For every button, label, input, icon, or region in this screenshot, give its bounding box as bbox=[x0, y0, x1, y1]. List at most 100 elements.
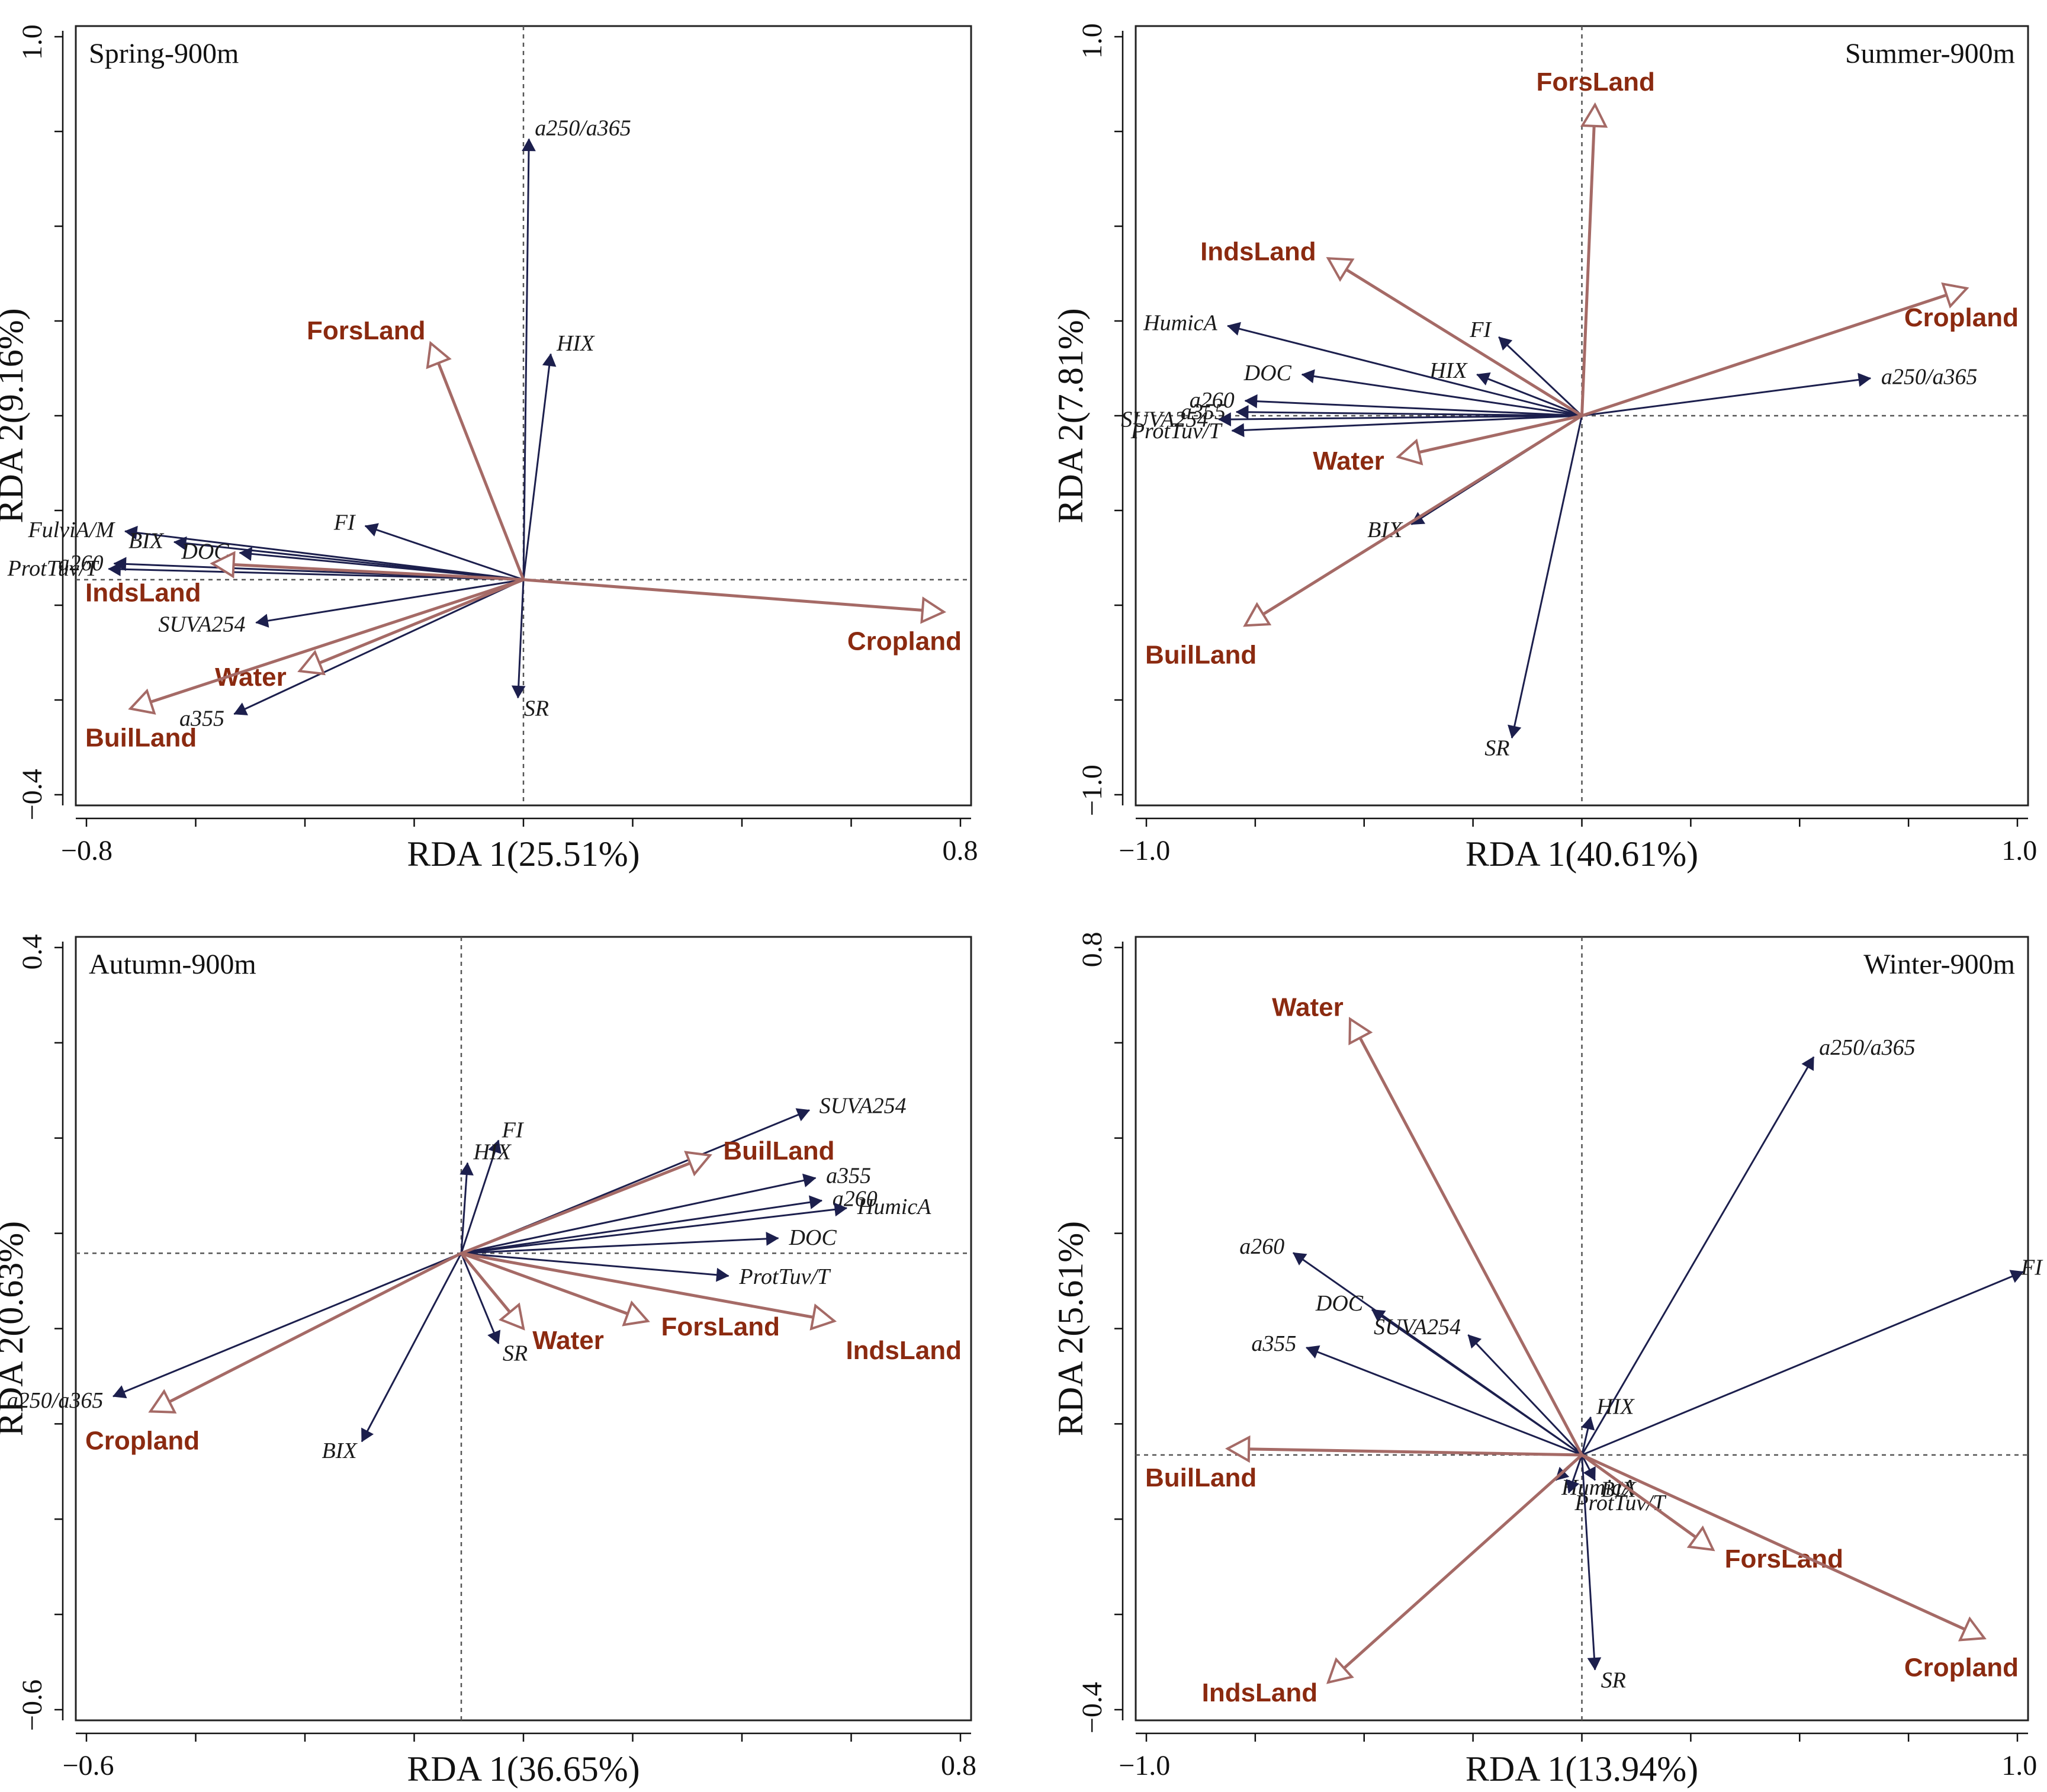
autumn-label-a355: a355 bbox=[826, 1163, 871, 1188]
summer-arrow-a260-head bbox=[1244, 394, 1258, 409]
spring-arrow-builland bbox=[130, 578, 524, 711]
autumn-arrow-cropland bbox=[149, 1252, 462, 1413]
spring-arrow-a355-head bbox=[233, 702, 248, 715]
spring-label-bix: BIX bbox=[128, 528, 165, 553]
spring-arrow-a355 bbox=[233, 579, 524, 715]
summer-arrow-indsland bbox=[1327, 257, 1583, 418]
summer-arrow-prottuv-t-head bbox=[1231, 423, 1245, 438]
autumn-arrow-doc-head bbox=[766, 1231, 779, 1246]
spring-label-builland: BuilLand bbox=[85, 724, 197, 753]
winter-label-a250-a365: a250/a365 bbox=[1819, 1035, 1916, 1060]
autumn-label-builland: BuilLand bbox=[723, 1136, 834, 1165]
spring-label-hix: HIX bbox=[556, 331, 595, 356]
autumn-arrow-a355-head bbox=[802, 1173, 817, 1187]
summer-arrow-suva254 bbox=[1219, 415, 1582, 420]
autumn-arrow-a260-head bbox=[809, 1195, 823, 1209]
autumn-label-bix: BIX bbox=[322, 1438, 358, 1463]
autumn-arrow-hix-head bbox=[459, 1162, 474, 1176]
autumn-arrow-a260 bbox=[461, 1199, 822, 1254]
spring-arrow-water bbox=[299, 578, 524, 673]
spring-arrow-fulvia-m bbox=[124, 530, 524, 581]
autumn-arrow-forsland-head bbox=[622, 1300, 650, 1327]
winter-label-a355: a355 bbox=[1251, 1331, 1296, 1356]
winter-label-sr: SR bbox=[1601, 1668, 1626, 1693]
winter-arrow-sr bbox=[1581, 1454, 1596, 1670]
winter-label-hix: HIX bbox=[1596, 1394, 1635, 1419]
summer-arrow-forsland-head bbox=[1580, 102, 1608, 128]
summer-arrow-forsland bbox=[1580, 104, 1597, 416]
summer-arrow-sr bbox=[1511, 415, 1583, 738]
spring-y-axis-title: RDA 2(9.16%) bbox=[0, 308, 30, 523]
winter-x-axis-title: RDA 1(13.94%) bbox=[1466, 1749, 1698, 1788]
panel-summer: 1.0 −1.0 −1.0 1.0 RDA 1(40.61%) RDA 2(7.81%) S… bbox=[1051, 23, 2037, 873]
winter-arrow-a260-head bbox=[1293, 1252, 1307, 1266]
winter-arrow-prottuv-t-head bbox=[1566, 1479, 1580, 1494]
autumn-arrow-humica-head bbox=[834, 1202, 848, 1217]
summer-y-tick-label: 1.0 bbox=[1076, 23, 1108, 59]
winter-arrow-suva254-head bbox=[1467, 1334, 1482, 1349]
winter-arrow-water bbox=[1348, 1018, 1583, 1456]
summer-arrow-hix bbox=[1476, 374, 1583, 417]
winter-arrow-a250-a365-head bbox=[1801, 1056, 1814, 1071]
summer-arrow-builland-head bbox=[1243, 602, 1272, 627]
winter-y-tick-label: 0.8 bbox=[1076, 932, 1108, 967]
spring-label-sr: SR bbox=[524, 696, 549, 721]
autumn-label-fi: FI bbox=[502, 1117, 525, 1142]
spring-label-a250-a365: a250/a365 bbox=[535, 116, 631, 141]
panel-autumn: 0.4 −0.6 −0.6 0.8 RDA 1(36.65%) RDA 2(0.63%) A… bbox=[0, 934, 976, 1788]
autumn-arrow-water-head bbox=[498, 1302, 525, 1331]
winter-arrow-fi-head bbox=[2009, 1270, 2024, 1283]
summer-arrow-prottuv-t bbox=[1232, 415, 1582, 432]
winter-arrow-builland-head bbox=[1225, 1435, 1251, 1463]
autumn-label-sr: SR bbox=[503, 1341, 528, 1366]
summer-arrow-sr-head bbox=[1508, 724, 1522, 739]
spring-label-cropland: Cropland bbox=[847, 627, 962, 656]
spring-arrow-water-head bbox=[297, 650, 326, 676]
autumn-label-cropland: Cropland bbox=[85, 1426, 200, 1455]
winter-arrow-indsland bbox=[1327, 1454, 1583, 1684]
summer-arrow-builland bbox=[1244, 414, 1583, 627]
summer-x-axis-title: RDA 1(40.61%) bbox=[1466, 834, 1698, 873]
autumn-x-axis-title: RDA 1(36.65%) bbox=[407, 1749, 640, 1788]
autumn-x-tick-label: −0.6 bbox=[62, 1750, 114, 1781]
winter-label-cropland: Cropland bbox=[1904, 1653, 2019, 1682]
summer-arrow-a250-a365-head bbox=[1858, 372, 1872, 387]
autumn-arrow-humica bbox=[461, 1207, 847, 1254]
autumn-label-water: Water bbox=[532, 1326, 604, 1355]
winter-label-prottuv-t: ProtTuv/T bbox=[1574, 1491, 1667, 1515]
autumn-arrow-indsland bbox=[461, 1251, 835, 1323]
autumn-plot-frame bbox=[75, 936, 972, 1722]
spring-arrow-cropland-head bbox=[920, 596, 947, 624]
autumn-arrow-prottuv-t bbox=[461, 1252, 729, 1277]
winter-label-doc: DOC bbox=[1315, 1291, 1364, 1316]
spring-panel-title: Spring-900m bbox=[89, 38, 239, 69]
spring-arrow-fulvia-m-head bbox=[124, 525, 138, 540]
spring-label-prottuv-t: ProtTuv/T bbox=[7, 556, 100, 581]
autumn-label-prottuv-t: ProtTuv/T bbox=[738, 1264, 831, 1289]
autumn-y-axis-title: RDA 2(0.63%) bbox=[0, 1221, 30, 1436]
summer-arrow-water-head bbox=[1396, 438, 1423, 465]
spring-arrow-doc bbox=[239, 551, 524, 581]
summer-label-a260: a260 bbox=[1190, 388, 1235, 413]
winter-label-fi: FI bbox=[2020, 1255, 2043, 1280]
spring-arrow-a250-a365 bbox=[522, 139, 530, 580]
autumn-arrow-fi bbox=[460, 1140, 500, 1254]
winter-x-tick-label: 1.0 bbox=[2001, 1750, 2037, 1781]
spring-arrow-a250-a365-head bbox=[522, 138, 536, 152]
autumn-arrow-a250-a365 bbox=[113, 1252, 462, 1398]
winter-arrow-forsland-head bbox=[1686, 1525, 1715, 1552]
summer-x-tick-label: 1.0 bbox=[2001, 835, 2037, 866]
spring-arrow-hix-head bbox=[542, 353, 557, 367]
autumn-y-tick-label: −0.6 bbox=[17, 1679, 48, 1731]
spring-arrow-forsland bbox=[429, 342, 525, 580]
summer-arrow-suva254-head bbox=[1218, 412, 1231, 426]
winter-arrow-a355 bbox=[1306, 1347, 1583, 1456]
autumn-label-humica: HumicA bbox=[857, 1194, 931, 1219]
autumn-panel-title: Autumn-900m bbox=[89, 949, 256, 980]
spring-arrow-fi-head bbox=[364, 523, 379, 537]
summer-arrow-a355-head bbox=[1235, 405, 1249, 419]
autumn-label-suva254: SUVA254 bbox=[820, 1094, 907, 1119]
autumn-arrow-bix-head bbox=[361, 1427, 374, 1443]
summer-panel-title: Summer-900m bbox=[1845, 38, 2015, 69]
